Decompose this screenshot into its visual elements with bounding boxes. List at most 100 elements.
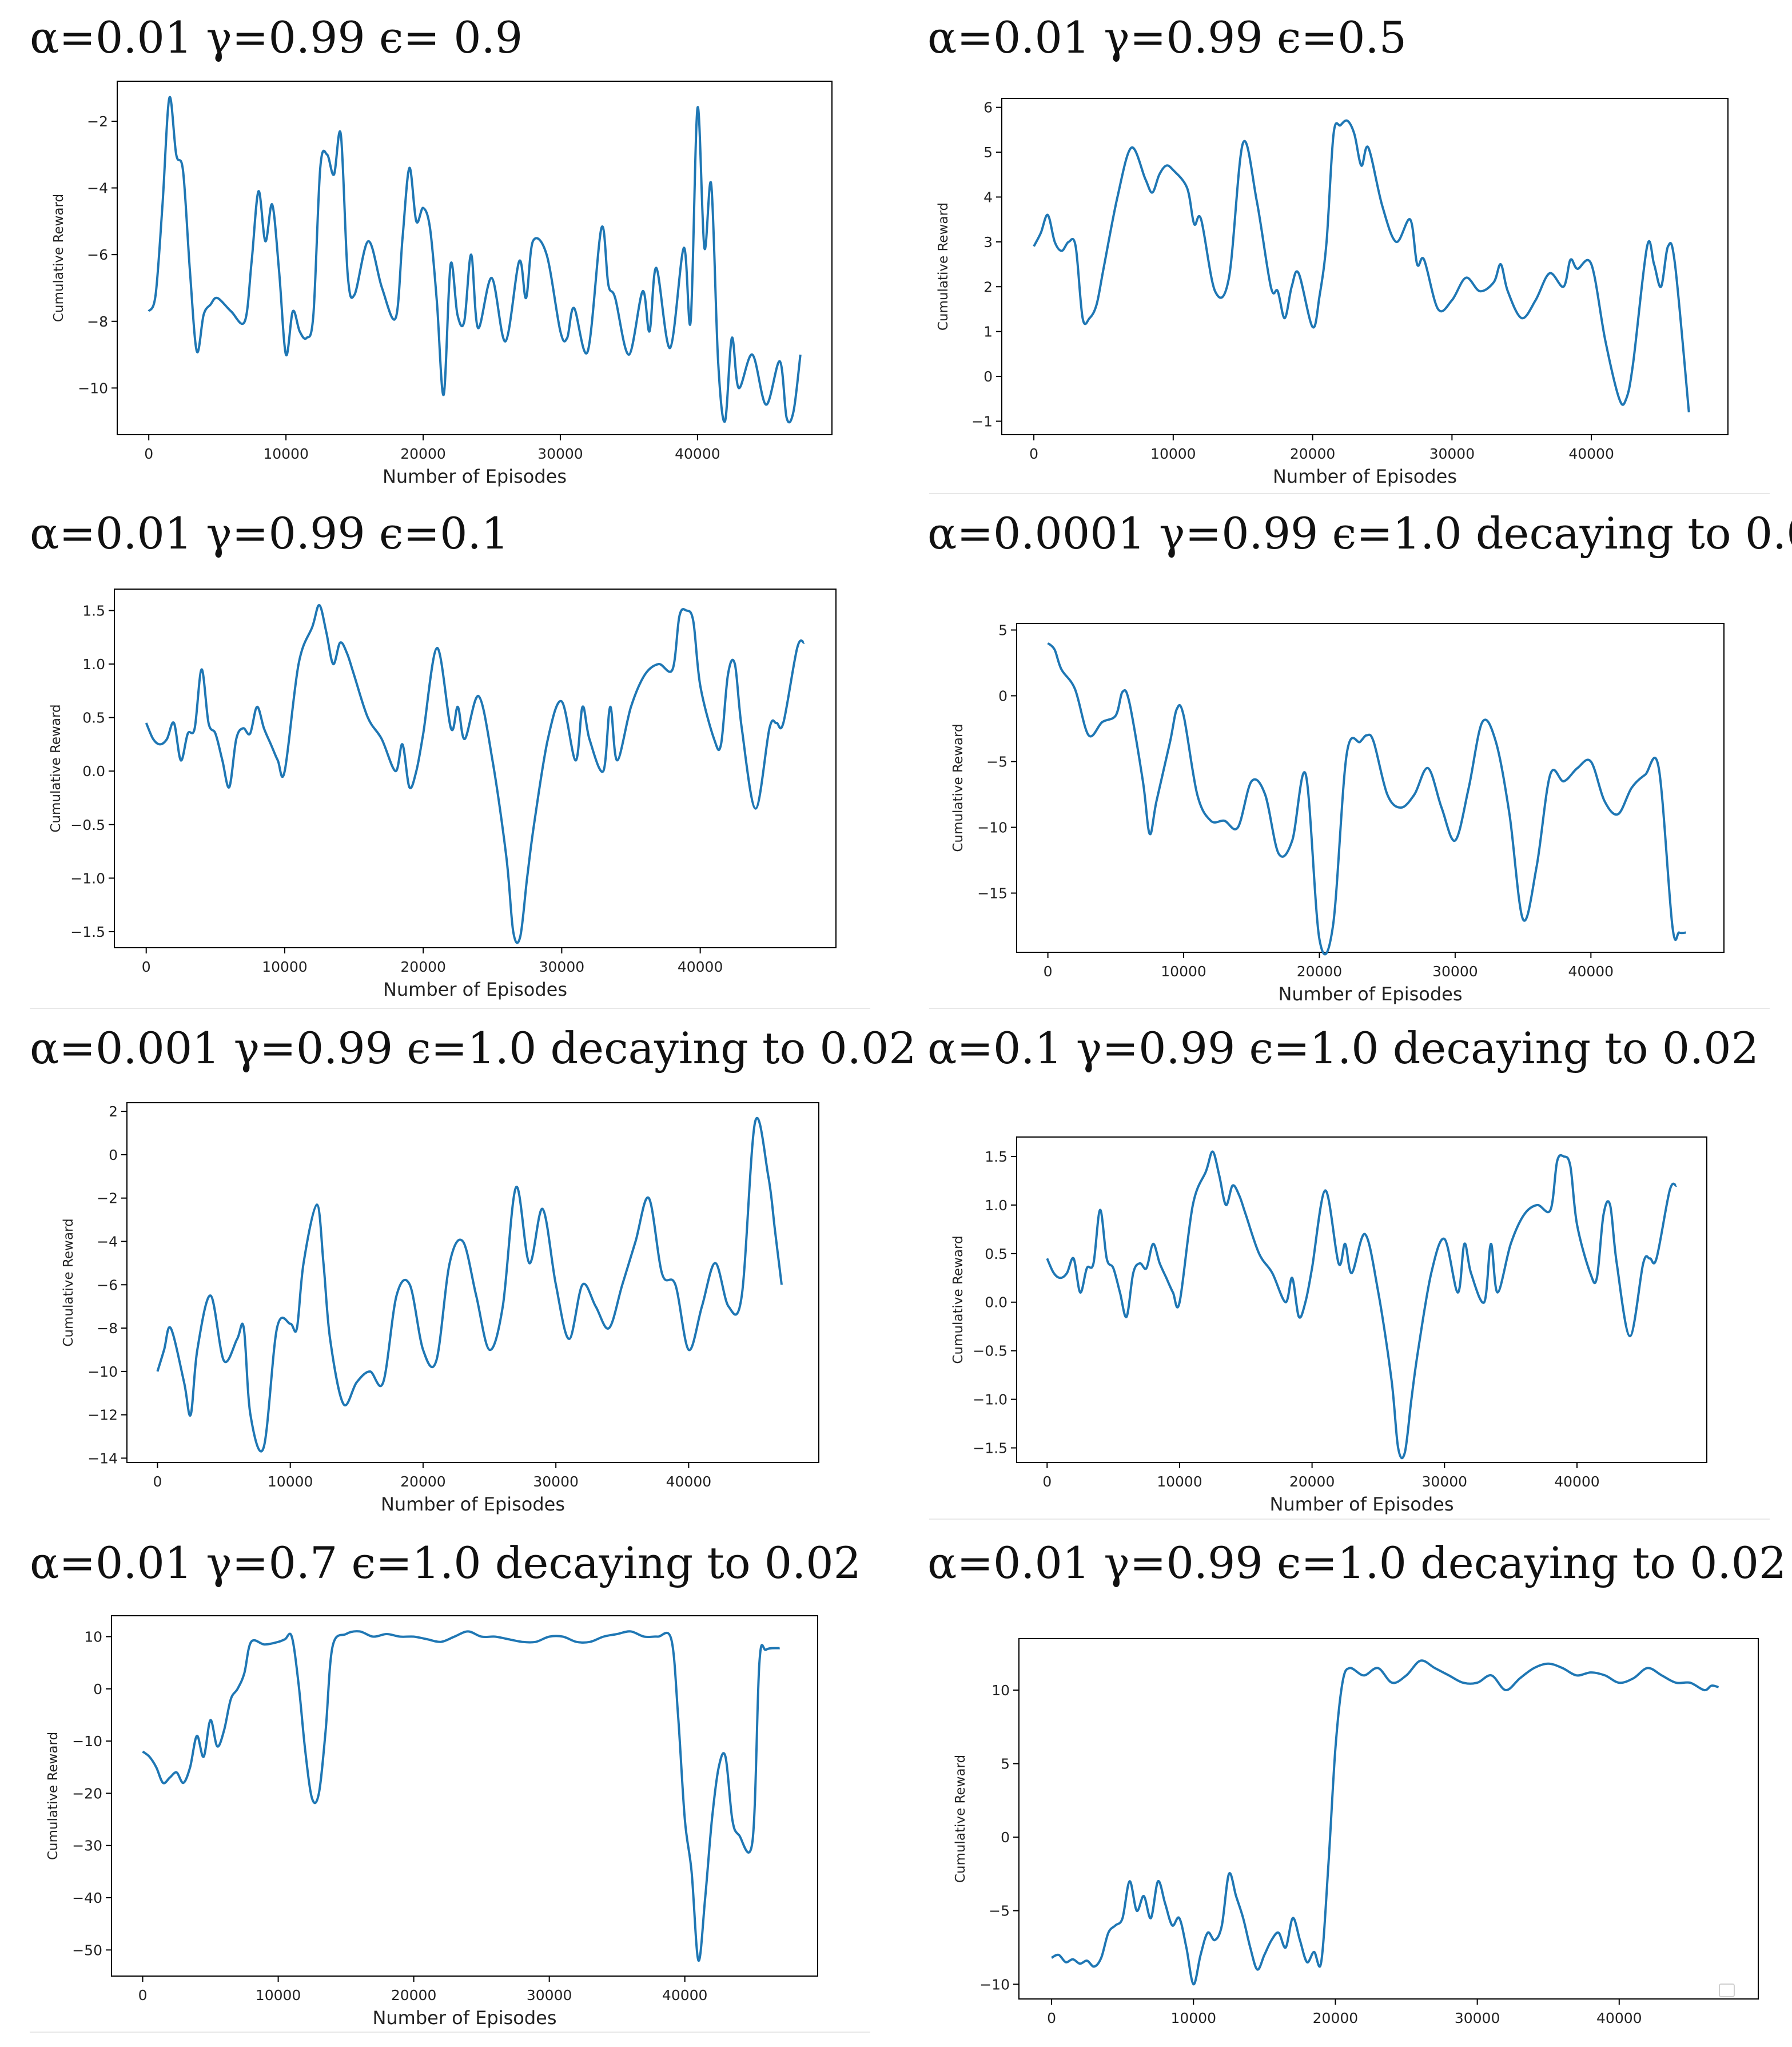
y-tick-label: −0.5: [973, 1343, 1007, 1360]
x-tick-label: 30000: [527, 1987, 572, 2004]
plot-frame: [1001, 98, 1729, 435]
y-tick-label: −10: [87, 1364, 118, 1380]
x-tick-label: 30000: [1455, 2010, 1500, 2026]
x-tick-label: 30000: [533, 1473, 579, 1490]
x-axis-label: Number of Episodes: [1278, 983, 1462, 1005]
y-axis-label: Cumulative Reward: [936, 202, 951, 331]
y-tick-label: −10: [977, 820, 1007, 836]
chart-title: α=0.01 γ=0.99 ϵ=0.5: [927, 12, 1407, 63]
y-axis-label: Cumulative Reward: [951, 1235, 966, 1364]
y-tick-label: 0.5: [82, 710, 105, 726]
y-tick-label: 5: [998, 622, 1007, 639]
divider: [30, 2032, 870, 2033]
y-tick-label: −10: [72, 1733, 102, 1750]
y-tick-label: −1: [971, 413, 993, 430]
reward-series-line: [148, 96, 802, 424]
y-tick-label: −8: [87, 313, 108, 330]
y-tick-label: −5: [989, 1903, 1010, 1919]
y-tick-label: −2: [87, 113, 108, 130]
y-tick-label: 1.5: [985, 1148, 1007, 1165]
y-tick-label: 1.0: [82, 656, 105, 673]
y-tick-label: −10: [979, 1976, 1010, 1993]
y-tick-label: −50: [72, 1942, 102, 1958]
x-tick-label: 0: [1044, 963, 1053, 980]
y-tick-label: 0: [109, 1147, 118, 1163]
divider: [30, 1008, 870, 1009]
y-tick-label: −10: [78, 380, 108, 396]
y-tick-label: 4: [983, 189, 993, 205]
plot-frame: [126, 1102, 819, 1463]
y-tick-label: 0.0: [985, 1294, 1007, 1311]
x-tick-label: 40000: [1554, 1473, 1600, 1490]
y-tick-label: −4: [87, 180, 108, 197]
x-tick-label: 30000: [1432, 963, 1478, 980]
x-tick-label: 40000: [675, 446, 720, 462]
y-tick-label: 0: [1001, 1829, 1010, 1846]
x-axis-label: Number of Episodes: [372, 2007, 556, 2029]
chart-title: α=0.0001 γ=0.99 ϵ=1.0 decaying to 0.02: [927, 508, 1792, 559]
x-tick-label: 20000: [400, 959, 446, 975]
y-tick-label: 0: [93, 1681, 102, 1698]
plot-frame: [1016, 623, 1725, 953]
line-chart: 0 10000 20000 30000 40000 −10 −8 −6 −4 −2 Number o…: [51, 81, 833, 487]
x-tick-label: 0: [153, 1473, 162, 1490]
reward-series-line: [1047, 642, 1686, 956]
x-tick-label: 10000: [262, 959, 308, 975]
x-tick-label: 30000: [537, 446, 583, 462]
divider: [929, 493, 1770, 494]
x-axis-label: Number of Episodes: [381, 1493, 565, 1515]
x-tick-label: 20000: [1313, 2010, 1359, 2026]
x-tick-label: 10000: [268, 1473, 313, 1490]
plot-frame: [111, 1615, 818, 1977]
y-axis-label: Cumulative Reward: [51, 194, 66, 322]
reward-series-line: [142, 1630, 780, 1962]
x-tick-label: 10000: [256, 1987, 301, 2004]
x-tick-label: 30000: [1422, 1473, 1468, 1490]
y-tick-label: −5: [986, 754, 1007, 770]
y-tick-label: 3: [983, 234, 993, 251]
divider: [929, 1519, 1770, 1520]
y-tick-label: −8: [97, 1320, 118, 1337]
line-chart: 0 10000 20000 30000 40000 −50 −40 −30 −20 −10 0 10 N…: [46, 1615, 818, 2029]
y-tick-label: −30: [72, 1838, 102, 1854]
x-tick-label: 40000: [1596, 2010, 1642, 2026]
y-tick-label: 1.0: [985, 1197, 1007, 1214]
y-tick-label: 0: [983, 368, 993, 385]
x-axis-label: Number of Episodes: [383, 979, 567, 1000]
x-tick-label: 20000: [400, 446, 446, 462]
y-tick-label: −12: [87, 1407, 118, 1424]
y-tick-label: 5: [983, 144, 993, 161]
x-tick-label: 20000: [400, 1473, 446, 1490]
y-tick-label: 0.5: [985, 1246, 1007, 1262]
y-tick-label: −15: [977, 885, 1007, 902]
x-tick-label: 40000: [666, 1473, 712, 1490]
line-chart: 0 10000 20000 30000 40000 −1.5 −1.0 −0.5 0.0 0.5 1…: [951, 1136, 1707, 1515]
y-tick-label: −40: [72, 1890, 102, 1906]
y-tick-label: 10: [991, 1682, 1010, 1699]
x-tick-label: 20000: [1297, 963, 1343, 980]
y-tick-label: −14: [87, 1450, 118, 1466]
plot-frame: [114, 589, 837, 948]
x-axis-label: Number of Episodes: [1269, 1493, 1453, 1515]
reward-series-line: [1051, 1659, 1719, 1986]
line-chart: 0 10000 20000 30000 40000 −1 0 1 2 3 4 5 6 Number of …: [936, 98, 1729, 487]
x-tick-label: 20000: [1289, 1473, 1335, 1490]
x-tick-label: 40000: [1568, 446, 1614, 462]
y-tick-label: −1.0: [70, 870, 105, 887]
plot-frame: [117, 81, 833, 435]
y-tick-label: 2: [983, 279, 993, 295]
y-axis-label: Cumulative Reward: [951, 724, 966, 852]
x-tick-label: 0: [138, 1987, 148, 2004]
reward-series-line: [1046, 1150, 1678, 1460]
y-tick-label: −1.5: [973, 1440, 1007, 1457]
y-tick-label: −2: [97, 1190, 118, 1207]
y-tick-label: −20: [72, 1785, 102, 1802]
y-tick-label: −6: [97, 1277, 118, 1293]
reward-series-line: [1033, 119, 1690, 412]
line-chart: 0 10000 20000 30000 40000 −15 −10 −5 0 5 Number of…: [951, 622, 1725, 1005]
y-tick-label: 0: [998, 688, 1007, 705]
chart-title: α=0.01 γ=0.99 ϵ= 0.9: [30, 12, 523, 63]
x-tick-label: 40000: [662, 1987, 708, 2004]
reward-series-line: [145, 604, 806, 944]
legend-box: [1719, 1984, 1735, 1997]
